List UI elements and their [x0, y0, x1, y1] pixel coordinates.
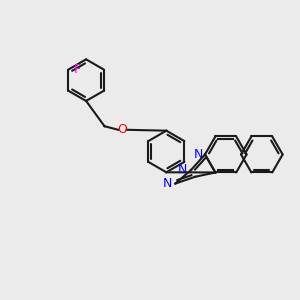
- Text: N: N: [162, 177, 172, 190]
- Text: F: F: [74, 63, 81, 76]
- Text: O: O: [117, 123, 127, 136]
- Text: N: N: [178, 164, 188, 176]
- Text: N: N: [194, 148, 203, 161]
